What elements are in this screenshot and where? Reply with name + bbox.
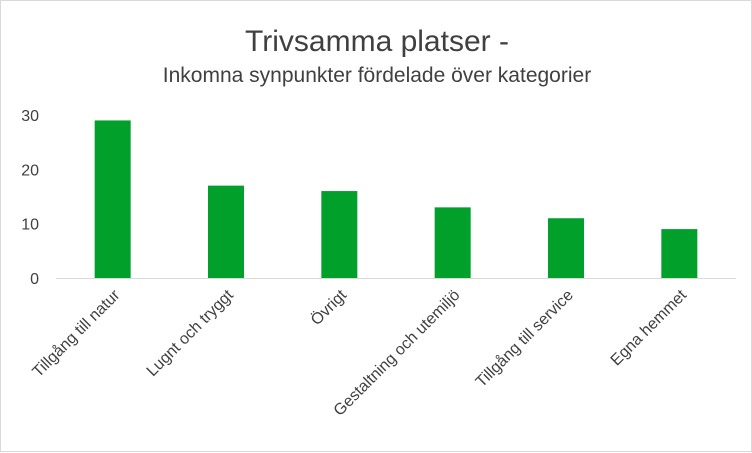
bar [548, 218, 584, 278]
x-tick-label: Gestaltning och utemiljö [331, 287, 464, 420]
y-axis: 0 10 20 30 [21, 108, 39, 288]
bar [321, 191, 358, 278]
x-tick-label: Lugnt och tryggt [144, 286, 238, 380]
bars [94, 120, 698, 278]
chart-title: Trivsamma platser - [245, 25, 509, 58]
x-tick-label: Egna hemmet [608, 286, 691, 369]
x-tick-label: Tillgång till service [472, 286, 577, 391]
x-axis-labels: Tillgång till natur Lugnt och tryggt Övrig… [29, 286, 691, 420]
chart-subtitle: Inkomna synpunkter fördelade över katego… [163, 64, 591, 87]
bar [434, 207, 471, 278]
y-tick-label: 10 [21, 217, 39, 234]
y-tick-label: 0 [30, 271, 39, 288]
y-tick-label: 30 [21, 108, 39, 125]
y-tick-label: 20 [21, 162, 39, 179]
bar [94, 120, 131, 278]
x-tick-label: Tillgång till natur [29, 286, 124, 381]
bar [208, 185, 244, 278]
bar [661, 229, 698, 278]
x-tick-label: Övrigt [307, 286, 350, 329]
